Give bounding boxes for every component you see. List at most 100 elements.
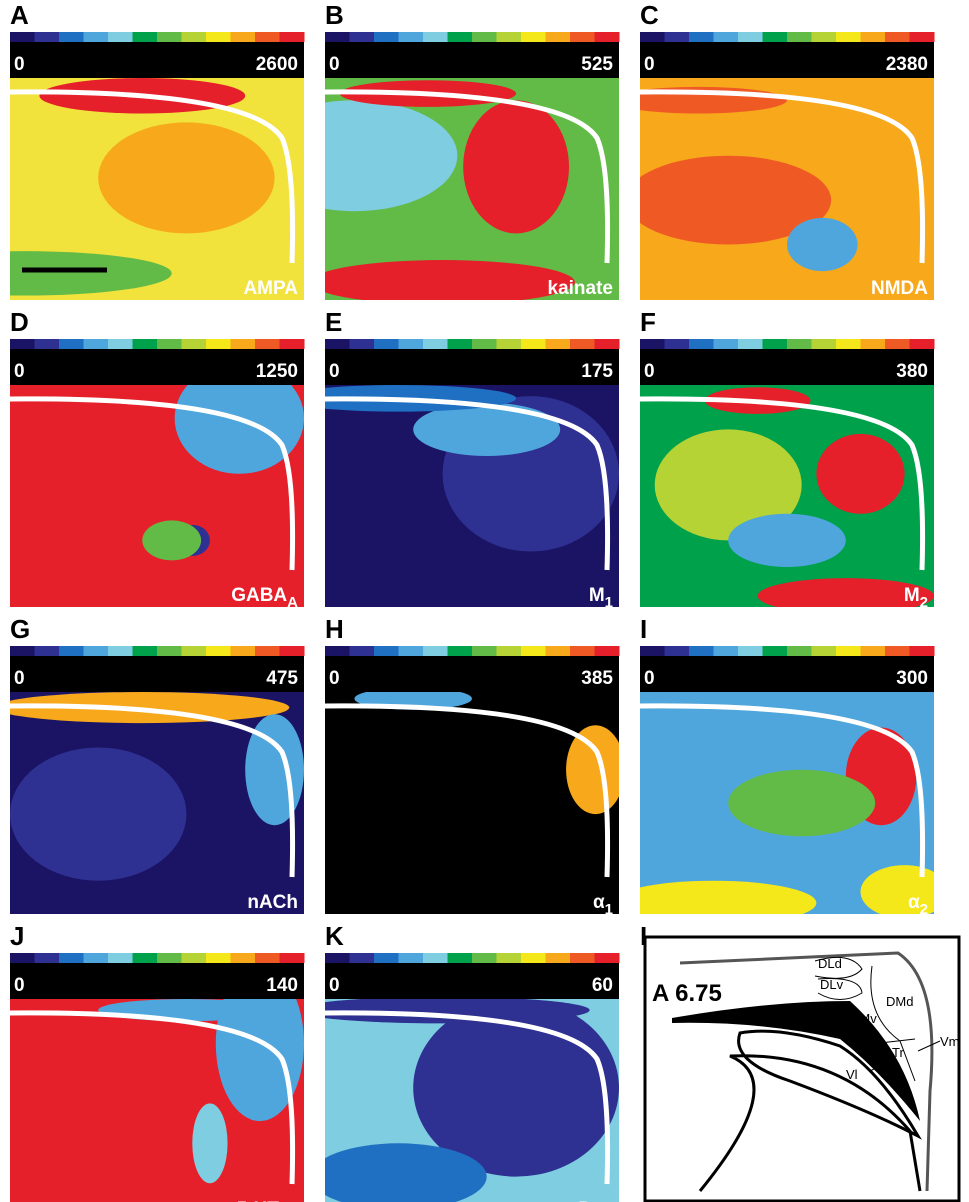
colorbar-segment — [10, 953, 35, 963]
receptor-name: kainate — [548, 278, 613, 299]
colorbar-segment — [374, 646, 399, 656]
colorbar-segment — [763, 339, 788, 349]
tissue — [325, 692, 619, 914]
autoradiograph — [281, 385, 619, 607]
scale-max: 140 — [266, 975, 298, 996]
colorbar-segment — [472, 32, 497, 42]
colorbar-segment — [374, 953, 399, 963]
colorbar-segment — [763, 32, 788, 42]
colorbar-segment — [570, 953, 595, 963]
colorbar-segment — [59, 32, 84, 42]
colorbar-segment — [546, 32, 571, 42]
colorbar-segment — [910, 339, 935, 349]
density-region — [310, 260, 575, 304]
colorbar-segment — [423, 32, 448, 42]
density-region — [566, 725, 625, 814]
colorbar-segment — [325, 32, 350, 42]
colorbar-segment — [812, 646, 837, 656]
receptor-name: M — [589, 585, 605, 606]
colorbar-segment — [714, 339, 739, 349]
colorbar-segment — [399, 339, 424, 349]
colorbar-segment — [10, 32, 35, 42]
colorbar-segment — [595, 32, 620, 42]
scale-band — [325, 349, 619, 385]
colorbar-segment — [157, 953, 182, 963]
autoradiograph — [10, 966, 304, 1202]
receptor-label: kainate — [548, 278, 613, 299]
colorbar-segment — [714, 32, 739, 42]
colorbar-segment — [10, 646, 35, 656]
colorbar-segment — [787, 646, 812, 656]
region-label: DMv — [850, 1011, 877, 1026]
scale-min: 0 — [14, 975, 25, 996]
scale-min: 0 — [644, 54, 655, 75]
colorbar-segment — [521, 32, 546, 42]
colorbar-segment — [595, 953, 620, 963]
scale-band — [325, 42, 619, 78]
colorbar-segment — [108, 953, 133, 963]
colorbar-segment — [472, 646, 497, 656]
colorbar-segment — [640, 646, 665, 656]
colorbar-segment — [423, 953, 448, 963]
colorbar-segment — [570, 339, 595, 349]
panel-letter: F — [640, 307, 656, 337]
colorbar-segment — [738, 339, 763, 349]
scale-min: 0 — [14, 54, 25, 75]
scale-band — [10, 656, 304, 692]
colorbar-segment — [812, 339, 837, 349]
colorbar-segment — [812, 32, 837, 42]
colorbar-segment — [325, 953, 350, 963]
colorbar-segment — [497, 339, 522, 349]
autoradiograph — [0, 692, 304, 914]
receptor-label: NMDA — [871, 278, 928, 299]
density-region — [816, 434, 904, 514]
colorbar-segment — [472, 953, 497, 963]
colorbar-segment — [157, 646, 182, 656]
colorbar-segment — [280, 646, 305, 656]
colorbar-segment — [836, 339, 861, 349]
colorbar-segment — [448, 953, 473, 963]
colorbar-segment — [35, 953, 60, 963]
scale-min: 0 — [14, 668, 25, 689]
panel-letter: A — [10, 0, 29, 30]
colorbar-segment — [546, 646, 571, 656]
colorbar-segment — [665, 646, 690, 656]
autoradiograph — [10, 363, 304, 607]
colorbar-segment — [885, 339, 910, 349]
panel-letter: J — [10, 921, 24, 951]
autoradiograph — [325, 688, 625, 914]
scale-max: 525 — [581, 54, 613, 75]
density-region — [611, 881, 817, 925]
colorbar-segment — [885, 32, 910, 42]
receptor-subscript: 1 — [605, 594, 613, 611]
colorbar-segment — [448, 646, 473, 656]
colorbar-segment — [497, 646, 522, 656]
scale-max: 1250 — [256, 361, 298, 382]
colorbar-segment — [374, 339, 399, 349]
scale-band — [325, 656, 619, 692]
colorbar-segment — [84, 339, 109, 349]
colorbar-segment — [521, 646, 546, 656]
receptor-name: M — [904, 585, 920, 606]
scale-max: 2600 — [256, 54, 298, 75]
colorbar-segment — [255, 32, 280, 42]
scale-min: 0 — [329, 361, 340, 382]
colorbar-segment — [665, 32, 690, 42]
scale-max: 300 — [896, 668, 928, 689]
colorbar-segment — [10, 339, 35, 349]
scale-band — [325, 963, 619, 999]
colorbar-segment — [182, 339, 207, 349]
colorbar-segment — [399, 646, 424, 656]
receptor-name: AMPA — [243, 278, 298, 299]
scale-max: 475 — [266, 668, 298, 689]
colorbar-segment — [35, 32, 60, 42]
colorbar-segment — [325, 339, 350, 349]
colorbar-segment — [861, 339, 886, 349]
colorbar-segment — [763, 646, 788, 656]
receptor-name: α — [908, 892, 920, 913]
colorbar-segment — [787, 32, 812, 42]
colorbar-segment — [497, 32, 522, 42]
density-region — [192, 1103, 227, 1183]
scale-min: 0 — [329, 975, 340, 996]
section-level: A 6.75 — [652, 980, 722, 1007]
